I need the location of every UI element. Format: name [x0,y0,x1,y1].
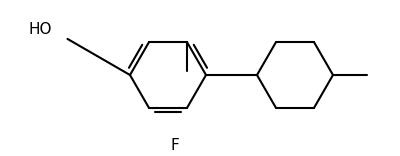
Text: HO: HO [28,22,52,37]
Text: F: F [171,137,179,153]
